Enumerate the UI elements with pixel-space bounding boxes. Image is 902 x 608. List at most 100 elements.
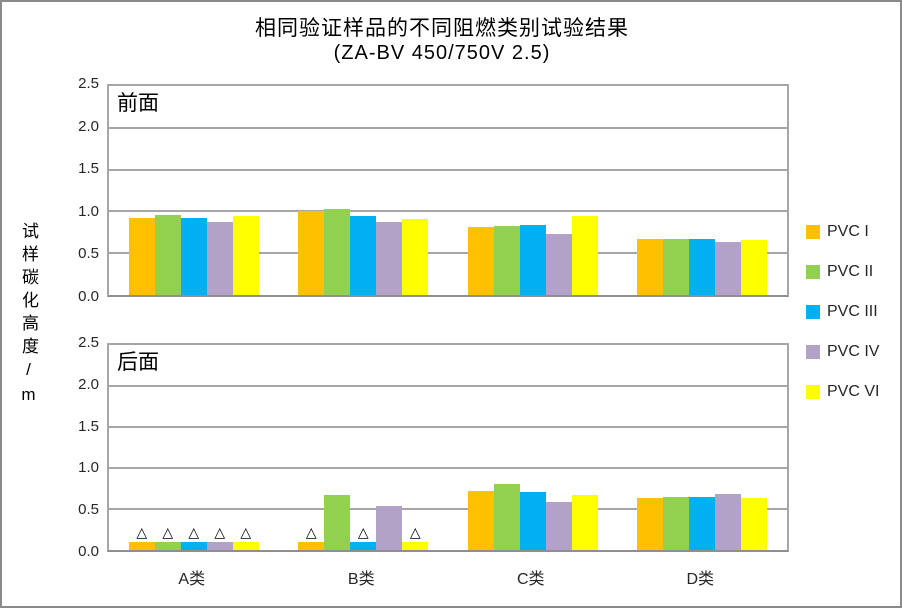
bar-pvc-iii[interactable]: △: [350, 525, 377, 550]
bar-group: [618, 345, 788, 550]
bar-group: [448, 345, 618, 550]
panel-label-back: 后面: [117, 351, 159, 374]
gridline: [109, 467, 787, 469]
bar-pvc-i[interactable]: [128, 218, 155, 295]
legend-item-pvc-vi[interactable]: PVC VI: [806, 382, 879, 402]
x-axis-label: D类: [686, 571, 715, 588]
bar-pvc-iv[interactable]: [715, 494, 742, 550]
legend-item-pvc-iv[interactable]: PVC IV: [806, 342, 879, 362]
y-axis-title: 试样碳化高度/m: [19, 222, 38, 410]
y-tick-label: 0.5: [78, 501, 99, 519]
front-plot-area: 前面: [107, 84, 789, 297]
triangle-marker-icon: △: [214, 523, 226, 540]
bar-pvc-vi[interactable]: [232, 216, 259, 295]
triangle-marker-icon: △: [240, 523, 252, 540]
y-tick-label: 1.0: [78, 459, 99, 477]
legend-swatch-icon: [806, 225, 820, 239]
y-tick-label: 0.5: [78, 245, 99, 263]
y-tick-label: 2.0: [78, 375, 99, 393]
bar-pvc-iii[interactable]: [519, 224, 546, 295]
y-tick-label: 1.5: [78, 160, 99, 178]
panel-label-front: 前面: [117, 92, 159, 115]
bar-pvc-iv[interactable]: [715, 241, 742, 295]
bar-pvc-ii[interactable]: [493, 226, 520, 295]
bar-pvc-vi[interactable]: [571, 216, 598, 295]
y-tick-label: 1.0: [78, 202, 99, 220]
y-tick-label: 2.0: [78, 117, 99, 135]
bar-pvc-i[interactable]: [298, 211, 325, 295]
y-tick-label: 0.0: [78, 543, 99, 560]
bar-pvc-vi[interactable]: [402, 218, 429, 295]
legend-item-label: PVC I: [827, 223, 869, 240]
bar-pvc-iv[interactable]: [545, 502, 572, 550]
gridline: [109, 126, 787, 129]
bar-pvc-vi[interactable]: [741, 497, 768, 550]
bar-pvc-ii[interactable]: [154, 214, 181, 295]
bar-group: [279, 86, 449, 295]
bar-pvc-iv[interactable]: △: [206, 525, 233, 550]
bar-pvc-ii[interactable]: [663, 496, 690, 550]
bar-pvc-vi[interactable]: [571, 495, 598, 550]
bar-group: [618, 86, 788, 295]
gridline: [109, 168, 787, 171]
bar-pvc-iv[interactable]: [376, 505, 403, 550]
triangle-marker-icon: △: [188, 523, 200, 540]
legend-swatch-icon: [806, 305, 820, 319]
bar-pvc-i[interactable]: [467, 227, 494, 295]
bar-group: △ △ △: [279, 345, 449, 550]
legend-item-label: PVC IV: [827, 343, 880, 360]
triangle-marker-icon: △: [305, 523, 317, 540]
legend-item-label: PVC III: [827, 303, 878, 320]
bar-group: [448, 86, 618, 295]
y-tick-label: 2.5: [78, 334, 99, 351]
legend-item-pvc-i[interactable]: PVC I: [806, 222, 869, 242]
chart-subtitle: (ZA-BV 450/750V 2.5): [333, 42, 551, 64]
chart-title: 相同验证样品的不同阻燃类别试验结果: [255, 17, 629, 40]
bar-pvc-ii[interactable]: [493, 483, 520, 550]
bar-pvc-iii[interactable]: [689, 496, 716, 550]
bar-pvc-iii[interactable]: [689, 239, 716, 295]
legend-swatch-icon: [806, 345, 820, 359]
y-tick-label: 1.5: [78, 417, 99, 435]
bar-pvc-vi[interactable]: △: [402, 525, 429, 550]
triangle-marker-icon: △: [162, 523, 174, 540]
bar-pvc-iv[interactable]: [545, 233, 572, 295]
legend-swatch-icon: [806, 385, 820, 399]
bar-pvc-iii[interactable]: [519, 491, 546, 550]
legend-item-pvc-iii[interactable]: PVC III: [806, 302, 878, 322]
bar-pvc-ii[interactable]: [324, 495, 351, 550]
bar-pvc-vi[interactable]: [741, 239, 768, 295]
legend-item-pvc-ii[interactable]: PVC II: [806, 262, 873, 282]
bar-pvc-i[interactable]: △: [298, 525, 325, 550]
bar-pvc-iv[interactable]: [376, 222, 403, 295]
gridline: [109, 210, 787, 213]
x-axis-label: C类: [516, 571, 545, 588]
x-axis-label: A类: [178, 571, 206, 588]
bar-pvc-i[interactable]: △: [128, 525, 155, 550]
bar-group: [109, 86, 279, 295]
gridline: [109, 252, 787, 255]
triangle-marker-icon: △: [409, 523, 421, 540]
bar-pvc-iii[interactable]: △: [180, 525, 207, 550]
triangle-marker-icon: △: [136, 523, 148, 540]
bar-pvc-iii[interactable]: [350, 215, 377, 295]
gridline: [109, 508, 787, 510]
bar-pvc-ii[interactable]: [663, 239, 690, 295]
bar-pvc-i[interactable]: [637, 497, 664, 550]
x-axis-label: B类: [347, 571, 375, 588]
bar-pvc-vi[interactable]: △: [232, 525, 259, 550]
gridline: [109, 426, 787, 428]
bar-pvc-ii[interactable]: △: [154, 525, 181, 550]
back-plot-area: 后面 △ △ △ △ △ △ △ △: [107, 343, 789, 552]
bar-pvc-i[interactable]: [637, 239, 664, 295]
legend-item-label: PVC VI: [827, 383, 880, 400]
bar-pvc-iii[interactable]: [180, 218, 207, 295]
bar-pvc-i[interactable]: [467, 490, 494, 550]
legend-swatch-icon: [806, 265, 820, 279]
gridline: [109, 385, 787, 387]
legend-item-label: PVC II: [827, 263, 874, 280]
bar-pvc-ii[interactable]: [324, 208, 351, 295]
y-tick-label: 2.5: [78, 75, 99, 92]
bar-pvc-iv[interactable]: [206, 222, 233, 295]
